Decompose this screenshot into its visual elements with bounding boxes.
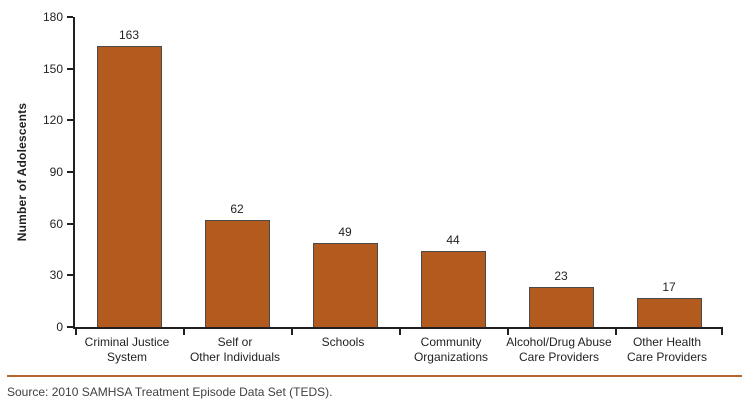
- y-tick-mark: [67, 222, 73, 225]
- y-tick-label: 90: [49, 165, 63, 179]
- y-tick-label: 60: [49, 216, 63, 231]
- bar-value-label: 23: [554, 269, 568, 284]
- bar: [420, 251, 486, 327]
- y-tick-label: 0: [56, 320, 63, 334]
- category-label: Criminal Justice System: [84, 335, 170, 364]
- bar-value-label: 163: [118, 28, 140, 43]
- y-tick-label: 180: [42, 10, 63, 24]
- x-tick-mark: [291, 329, 293, 335]
- bar-cell: 49: [291, 17, 399, 327]
- y-tick-mark: [67, 16, 73, 18]
- category-label: Other Health Care Providers: [626, 335, 708, 364]
- y-tick-mark: [67, 67, 73, 70]
- y-tick-mark: [67, 326, 73, 328]
- bar-value-label: 17: [662, 279, 676, 294]
- bar: [528, 287, 594, 327]
- bar-cell: 163: [75, 17, 183, 327]
- y-tick-label: 150: [42, 61, 63, 76]
- bar-cell: 44: [399, 17, 507, 327]
- bar-cell: 17: [615, 17, 723, 327]
- y-tick-mark: [67, 274, 73, 277]
- category-label: Schools: [321, 335, 365, 349]
- bar-value-label: 49: [338, 224, 352, 239]
- bar-cell: 23: [507, 17, 615, 327]
- source-divider-line: [7, 375, 742, 377]
- x-tick-mark: [75, 329, 77, 335]
- bar-value-label: 44: [446, 233, 460, 248]
- x-tick-mark: [399, 329, 401, 335]
- category-label: Alcohol/Drug Abuse Care Providers: [506, 335, 612, 364]
- bar-value-label: 62: [230, 202, 244, 217]
- y-tick-label: 120: [42, 113, 63, 128]
- y-tick-label: 30: [49, 268, 63, 283]
- x-axis-category-labels: Criminal Justice System Self or Other Ind…: [73, 335, 721, 365]
- plot-area: 0 30 60 90 120 150 180 163 62 49 44 23 17: [43, 11, 723, 335]
- bar: [312, 242, 378, 327]
- y-tick-mark: [67, 171, 73, 173]
- bar: [96, 46, 162, 327]
- category-label: Community Organizations: [413, 335, 489, 364]
- x-tick-mark: [721, 329, 723, 335]
- bar-cell: 62: [183, 17, 291, 327]
- bar: [636, 297, 702, 327]
- category-label: Self or Other Individuals: [189, 335, 281, 364]
- bars-container: 163 62 49 44 23 17: [75, 17, 723, 327]
- x-tick-mark: [615, 329, 617, 335]
- x-tick-mark: [507, 329, 509, 335]
- bar: [204, 220, 270, 327]
- x-tick-mark: [183, 329, 185, 335]
- y-tick-mark: [67, 119, 73, 122]
- source-note: Source: 2010 SAMHSA Treatment Episode Da…: [7, 385, 333, 399]
